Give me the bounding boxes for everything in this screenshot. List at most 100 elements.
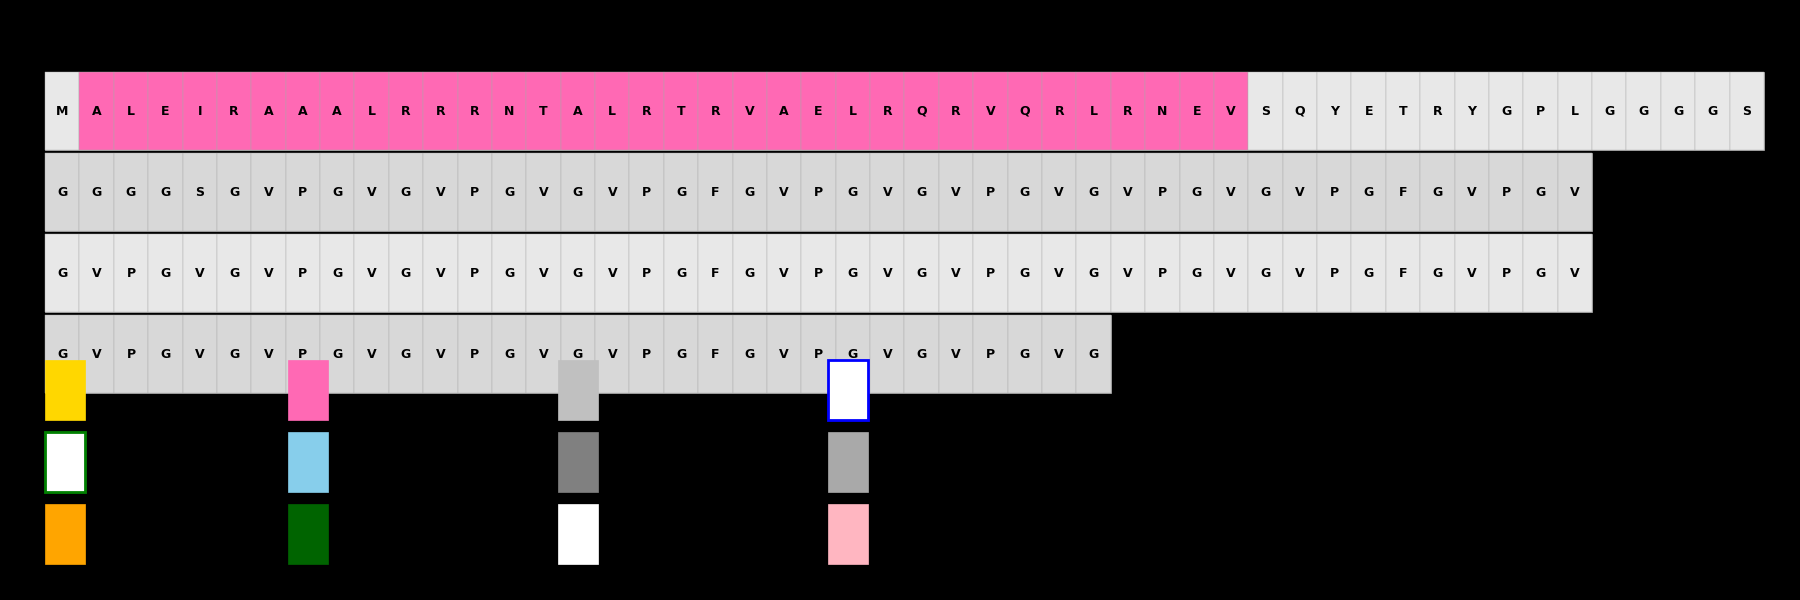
FancyBboxPatch shape xyxy=(113,153,148,231)
FancyBboxPatch shape xyxy=(1318,234,1352,312)
Text: P: P xyxy=(643,347,652,361)
Text: V: V xyxy=(607,266,617,280)
FancyBboxPatch shape xyxy=(974,234,1008,312)
FancyBboxPatch shape xyxy=(1523,72,1557,150)
FancyBboxPatch shape xyxy=(1283,234,1318,312)
FancyBboxPatch shape xyxy=(698,72,733,150)
Text: G: G xyxy=(848,347,859,361)
FancyBboxPatch shape xyxy=(596,234,630,312)
FancyBboxPatch shape xyxy=(457,315,491,393)
FancyBboxPatch shape xyxy=(457,72,491,150)
FancyBboxPatch shape xyxy=(423,153,457,231)
Text: G: G xyxy=(333,347,342,361)
Text: V: V xyxy=(1055,347,1064,361)
Text: A: A xyxy=(779,104,788,118)
Text: R: R xyxy=(436,104,445,118)
Text: G: G xyxy=(58,347,67,361)
Text: G: G xyxy=(916,266,927,280)
FancyBboxPatch shape xyxy=(1557,72,1591,150)
Text: R: R xyxy=(1055,104,1064,118)
FancyBboxPatch shape xyxy=(389,234,423,312)
FancyBboxPatch shape xyxy=(558,432,598,492)
Text: T: T xyxy=(1399,104,1408,118)
FancyBboxPatch shape xyxy=(45,360,85,420)
Text: G: G xyxy=(916,185,927,199)
Text: G: G xyxy=(745,266,754,280)
FancyBboxPatch shape xyxy=(45,234,79,312)
Text: R: R xyxy=(470,104,479,118)
Text: Y: Y xyxy=(1467,104,1476,118)
FancyBboxPatch shape xyxy=(320,72,355,150)
FancyBboxPatch shape xyxy=(828,504,868,564)
FancyBboxPatch shape xyxy=(45,234,1591,312)
Text: R: R xyxy=(950,104,961,118)
Text: V: V xyxy=(1467,185,1476,199)
Text: Y: Y xyxy=(1330,104,1339,118)
FancyBboxPatch shape xyxy=(286,315,320,393)
FancyBboxPatch shape xyxy=(1557,234,1591,312)
Text: V: V xyxy=(1123,266,1132,280)
FancyBboxPatch shape xyxy=(1008,315,1042,393)
Text: G: G xyxy=(126,185,137,199)
Text: G: G xyxy=(1021,185,1030,199)
FancyBboxPatch shape xyxy=(1179,72,1213,150)
Text: P: P xyxy=(299,347,308,361)
Text: V: V xyxy=(779,185,788,199)
FancyBboxPatch shape xyxy=(1386,153,1420,231)
FancyBboxPatch shape xyxy=(835,153,869,231)
FancyBboxPatch shape xyxy=(940,315,974,393)
FancyBboxPatch shape xyxy=(801,315,835,393)
FancyBboxPatch shape xyxy=(355,72,389,150)
FancyBboxPatch shape xyxy=(148,153,182,231)
FancyBboxPatch shape xyxy=(355,153,389,231)
Text: E: E xyxy=(160,104,169,118)
Text: G: G xyxy=(1672,104,1683,118)
FancyBboxPatch shape xyxy=(1249,234,1283,312)
Text: R: R xyxy=(229,104,239,118)
Text: G: G xyxy=(504,185,515,199)
Text: Q: Q xyxy=(916,104,927,118)
FancyBboxPatch shape xyxy=(835,234,869,312)
Text: V: V xyxy=(92,347,101,361)
Text: G: G xyxy=(1433,266,1442,280)
FancyBboxPatch shape xyxy=(252,315,286,393)
Text: V: V xyxy=(194,347,205,361)
Text: V: V xyxy=(882,347,893,361)
FancyBboxPatch shape xyxy=(940,153,974,231)
Text: L: L xyxy=(850,104,857,118)
FancyBboxPatch shape xyxy=(1076,234,1111,312)
FancyBboxPatch shape xyxy=(320,315,355,393)
FancyBboxPatch shape xyxy=(1454,234,1489,312)
Text: G: G xyxy=(1535,185,1546,199)
FancyBboxPatch shape xyxy=(1523,153,1557,231)
Text: G: G xyxy=(92,185,101,199)
FancyBboxPatch shape xyxy=(526,153,562,231)
FancyBboxPatch shape xyxy=(828,432,868,492)
Text: V: V xyxy=(1226,266,1237,280)
Text: F: F xyxy=(711,347,720,361)
FancyBboxPatch shape xyxy=(767,72,801,150)
FancyBboxPatch shape xyxy=(148,72,182,150)
FancyBboxPatch shape xyxy=(79,315,113,393)
Text: T: T xyxy=(540,104,547,118)
FancyBboxPatch shape xyxy=(1249,153,1283,231)
FancyBboxPatch shape xyxy=(596,72,630,150)
Text: A: A xyxy=(299,104,308,118)
FancyBboxPatch shape xyxy=(698,153,733,231)
Text: L: L xyxy=(128,104,135,118)
Text: P: P xyxy=(1501,266,1510,280)
FancyBboxPatch shape xyxy=(1489,153,1523,231)
Text: P: P xyxy=(299,185,308,199)
Text: R: R xyxy=(1123,104,1132,118)
Text: P: P xyxy=(1157,266,1166,280)
FancyBboxPatch shape xyxy=(1454,153,1489,231)
FancyBboxPatch shape xyxy=(1420,153,1454,231)
Text: R: R xyxy=(711,104,720,118)
Text: V: V xyxy=(882,266,893,280)
FancyBboxPatch shape xyxy=(1523,234,1557,312)
FancyBboxPatch shape xyxy=(801,234,835,312)
FancyBboxPatch shape xyxy=(286,234,320,312)
FancyBboxPatch shape xyxy=(904,153,940,231)
Text: V: V xyxy=(263,347,274,361)
FancyBboxPatch shape xyxy=(423,234,457,312)
